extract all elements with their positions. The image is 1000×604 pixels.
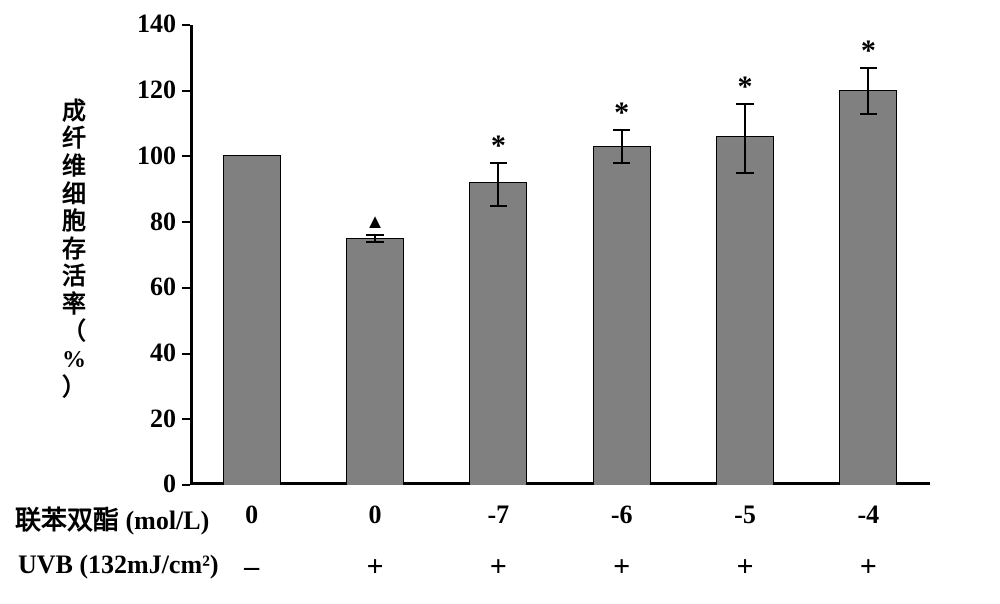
y-tick-label: 40: [150, 338, 176, 368]
row2-value: +: [860, 550, 877, 584]
bar: [223, 25, 281, 485]
row1-value: -5: [734, 500, 756, 530]
bar: *: [716, 25, 774, 485]
row2-label: UVB (132mJ/cm²): [18, 550, 219, 580]
bar-body: [839, 90, 897, 485]
significance-mark: *: [861, 34, 876, 68]
error-cap-lower: [613, 162, 630, 164]
error-cap-upper: [366, 234, 383, 236]
bar-body: [223, 155, 281, 485]
significance-mark: ▲: [365, 211, 385, 234]
row1-value: -6: [611, 500, 633, 530]
y-tick: [182, 418, 190, 420]
row1-value: -4: [857, 500, 879, 530]
significance-mark: *: [614, 96, 629, 130]
y-axis-label-char: %: [62, 347, 86, 375]
y-axis-label-char: ）: [62, 375, 86, 403]
bar: *: [593, 25, 651, 485]
y-tick-label: 0: [163, 469, 176, 499]
row2-value: +: [366, 550, 383, 584]
row2-value: –: [244, 550, 259, 584]
y-tick-label: 140: [137, 9, 176, 39]
row1-value: -7: [487, 500, 509, 530]
error-cap-lower: [736, 172, 753, 174]
error-bar-line: [744, 104, 746, 173]
bar-body: [716, 136, 774, 485]
row2-value: +: [736, 550, 753, 584]
bar-body: [346, 238, 404, 485]
significance-mark: *: [737, 70, 752, 104]
y-axis-line: [190, 25, 193, 485]
row1-value: 0: [245, 500, 258, 530]
y-tick: [182, 90, 190, 92]
bar-body: [469, 182, 527, 485]
row2-value: +: [613, 550, 630, 584]
y-tick: [182, 484, 190, 486]
y-tick-label: 120: [137, 75, 176, 105]
error-cap-lower: [860, 113, 877, 115]
error-bar-line: [621, 130, 623, 163]
y-axis-label-char: 维: [62, 154, 86, 182]
y-axis-label-char: 纤: [62, 126, 86, 154]
row1-label: 联苯双酯 (mol/L): [15, 500, 209, 537]
row1-value: 0: [369, 500, 382, 530]
chart-frame: 020406080100120140 ▲****: [190, 25, 930, 485]
y-tick: [182, 221, 190, 223]
error-cap-lower: [490, 205, 507, 207]
y-tick-label: 60: [150, 272, 176, 302]
y-axis-label: 成纤维细胞存活率（%）: [62, 48, 86, 453]
bar-body: [593, 146, 651, 485]
y-tick: [182, 24, 190, 26]
y-axis-label-char: 细: [62, 182, 86, 210]
bar: *: [839, 25, 897, 485]
error-bar-line: [497, 163, 499, 206]
y-tick: [182, 287, 190, 289]
error-bar-line: [867, 68, 869, 114]
y-tick: [182, 155, 190, 157]
y-tick-label: 100: [137, 141, 176, 171]
y-axis-label-char: 胞: [62, 209, 86, 237]
significance-mark: *: [491, 129, 506, 163]
chart-stage: 成纤维细胞存活率（%） 0 20 40 60 80 100 120 140 ▲ * * * * 联苯双…: [0, 0, 1000, 604]
y-axis-label-char: 存: [62, 237, 86, 265]
y-tick: [182, 353, 190, 355]
bar: ▲: [346, 25, 404, 485]
y-axis-label-char: 成: [62, 99, 86, 127]
error-cap-lower: [366, 241, 383, 243]
x-axis-line: [190, 482, 930, 485]
y-axis-label-char: 活: [62, 264, 86, 292]
y-tick-label: 20: [150, 404, 176, 434]
y-axis-label-char: （: [62, 319, 86, 347]
bar: *: [469, 25, 527, 485]
y-axis-label-char: 率: [62, 292, 86, 320]
y-tick-label: 80: [150, 207, 176, 237]
row2-value: +: [490, 550, 507, 584]
